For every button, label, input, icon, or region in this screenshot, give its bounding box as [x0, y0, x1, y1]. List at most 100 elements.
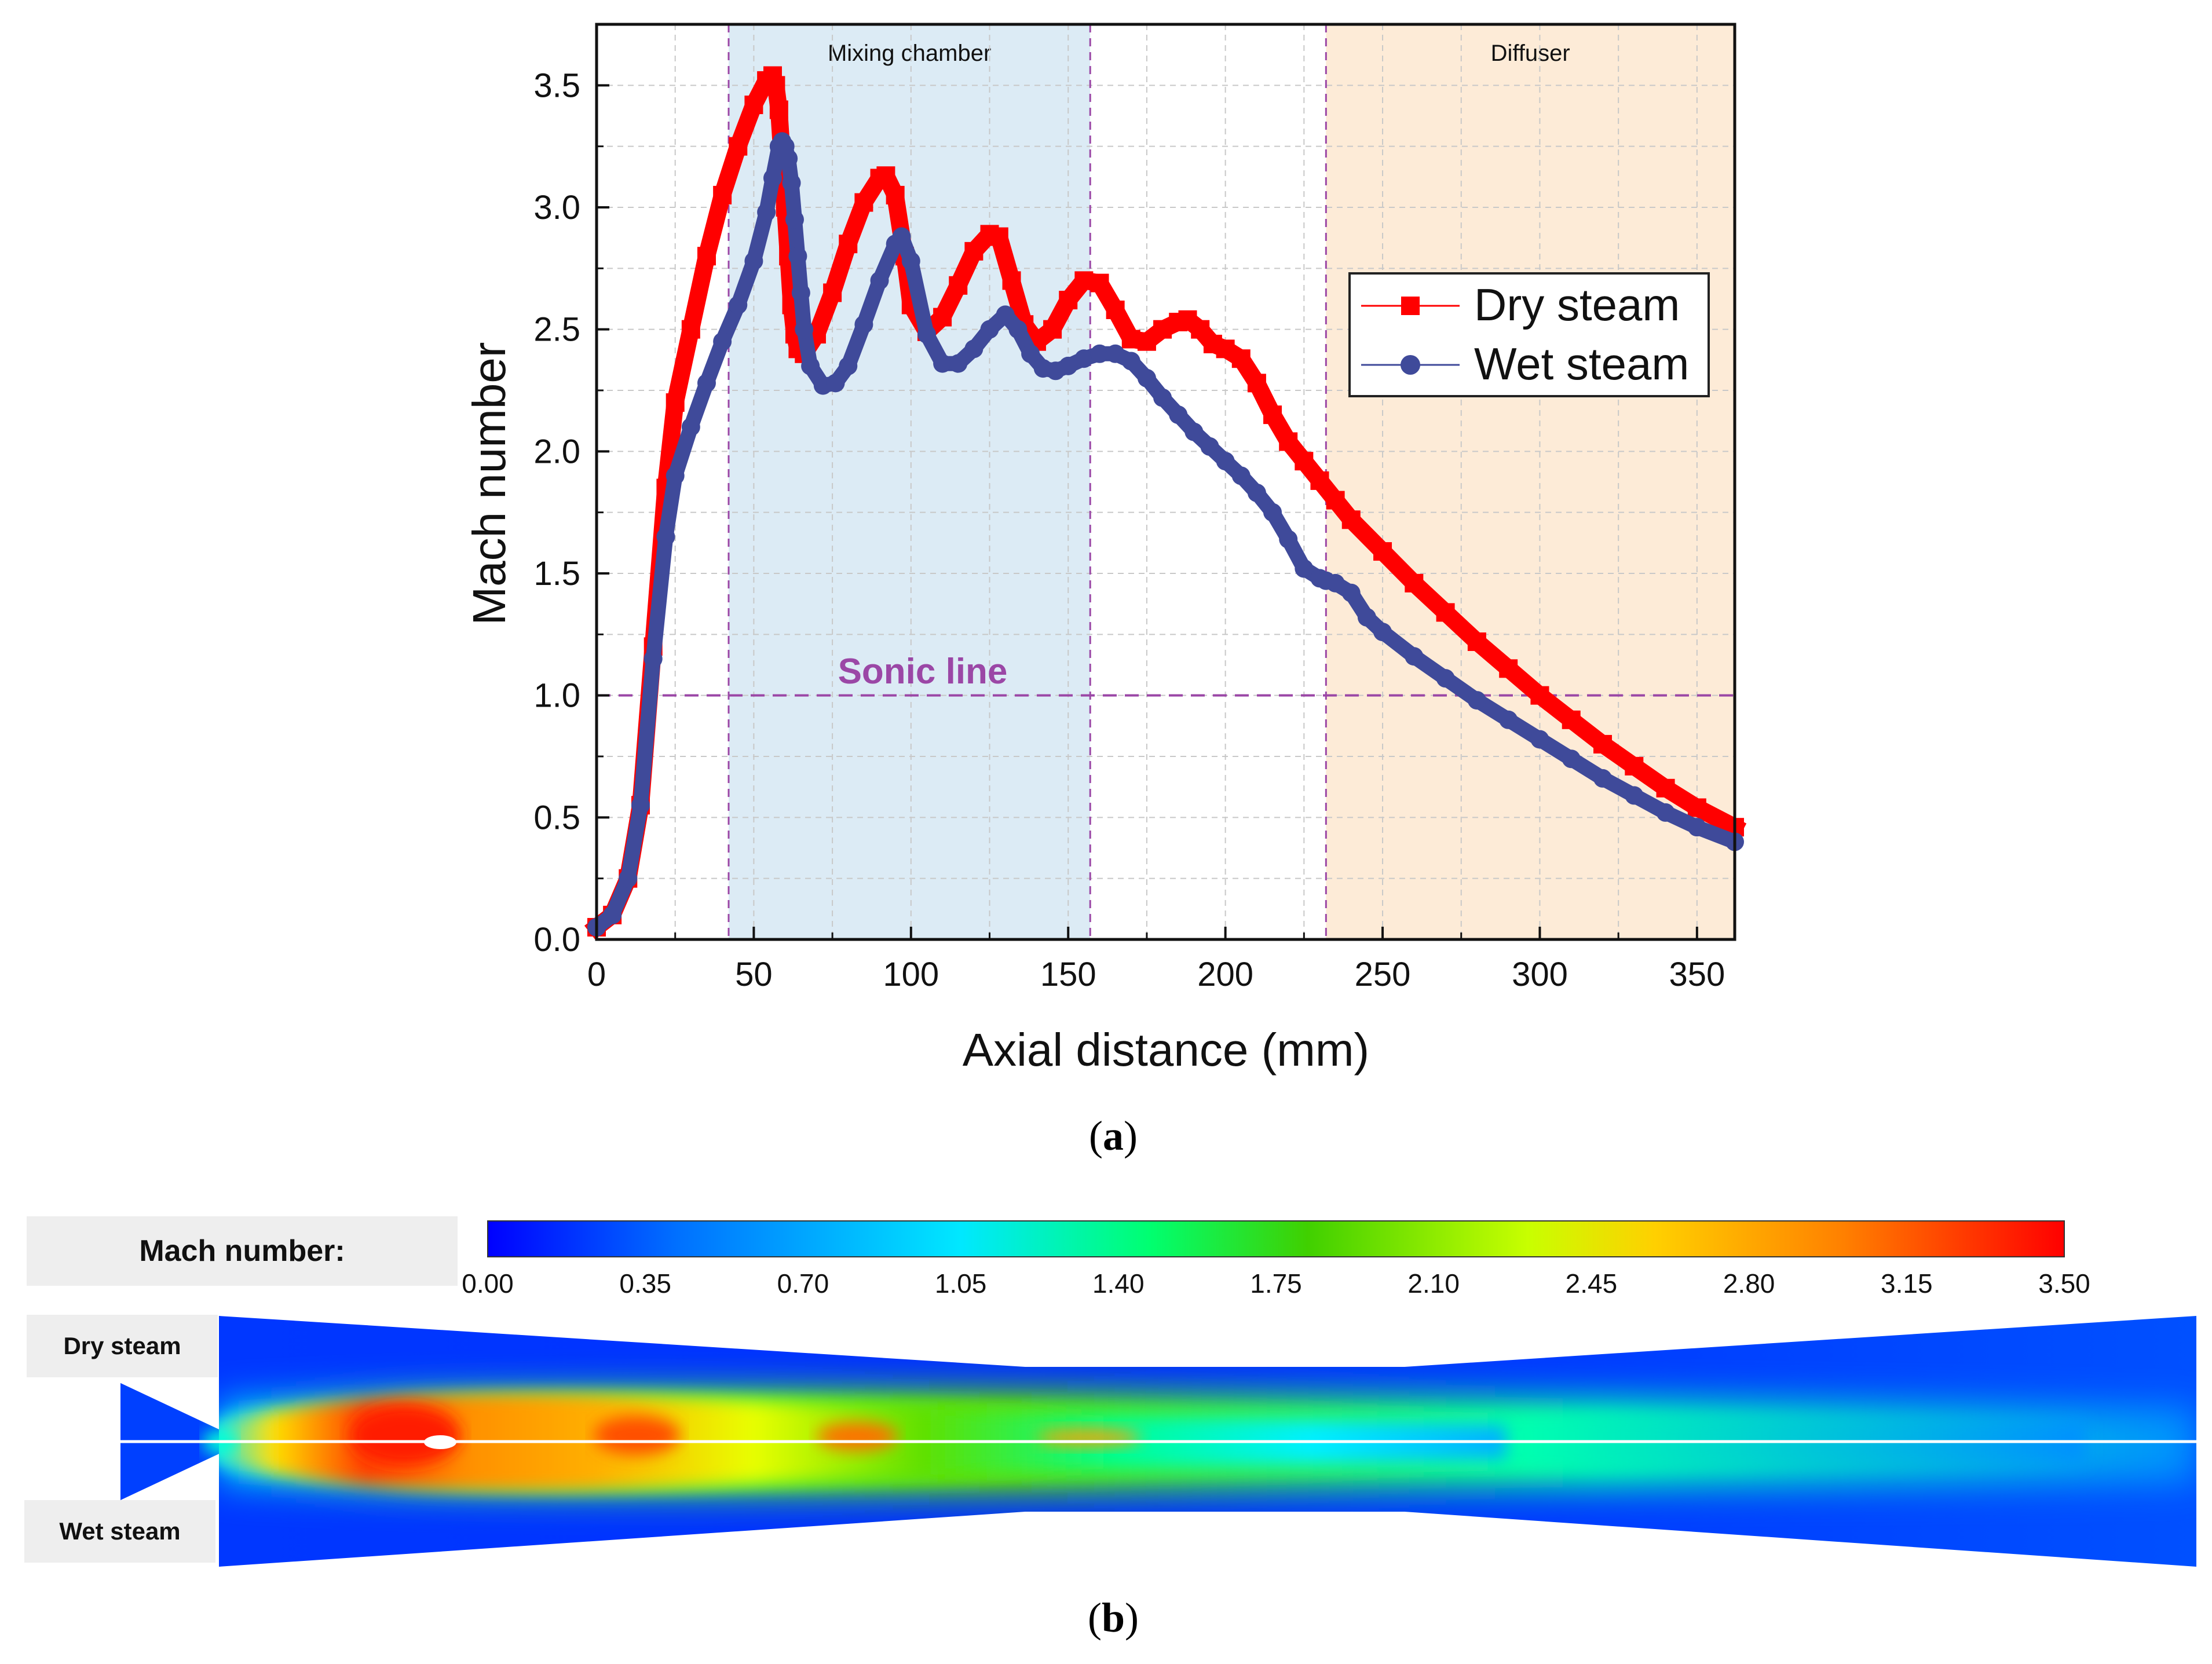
legend-marker-dry-steam [1401, 297, 1420, 315]
data-point [782, 173, 801, 192]
y-tick-label: 3.0 [533, 189, 580, 226]
colorbar-tick-label: 3.15 [1881, 1268, 1933, 1299]
x-tick-label: 250 [1355, 956, 1411, 993]
data-point [801, 356, 820, 375]
data-point [766, 76, 785, 95]
data-point [989, 227, 1008, 246]
data-point [769, 100, 788, 119]
data-point [1530, 730, 1549, 749]
colorbar-tick-label: 1.75 [1250, 1268, 1302, 1299]
dry-steam-label: Dry steam [27, 1315, 218, 1377]
y-axis-label: Mach number [463, 342, 515, 625]
data-point [1593, 734, 1613, 754]
data-point [854, 315, 873, 334]
legend-label-wet-steam: Wet steam [1474, 338, 1689, 389]
data-point [980, 320, 999, 339]
colorbar-title: Mach number: [27, 1216, 458, 1286]
data-point [697, 374, 716, 393]
y-tick-label: 3.5 [533, 67, 580, 104]
mach-line-chart: Mixing chamber Diffuser 0 50 100 150 200 250 30… [463, 23, 1747, 1076]
colorbar [487, 1220, 2065, 1257]
x-axis-label: Axial distance (mm) [963, 1024, 1369, 1076]
data-point [1405, 573, 1424, 593]
data-point [964, 242, 983, 261]
data-point [713, 332, 732, 351]
data-point [791, 283, 810, 302]
data-point [1625, 786, 1644, 805]
x-tick-label: 300 [1512, 956, 1568, 993]
data-point [933, 308, 952, 327]
colorbar-tick-label: 0.35 [619, 1268, 671, 1299]
caption-b-letter: b [1101, 1594, 1125, 1641]
data-point [1326, 573, 1345, 593]
data-point [757, 203, 776, 222]
caption-a-letter: a [1103, 1113, 1124, 1159]
mach-contour-panel: 0.00 0.35 0.70 1.05 1.40 1.75 2.10 2.45 2.80 3.15… [120, 1220, 2196, 1567]
data-point [964, 339, 983, 359]
data-point [996, 305, 1015, 324]
data-point [1059, 291, 1078, 310]
data-point [788, 247, 807, 266]
x-tick-label: 200 [1197, 956, 1253, 993]
data-point [619, 869, 638, 888]
y-tick-label: 0.5 [533, 799, 580, 836]
data-point [917, 325, 936, 344]
data-point [870, 271, 889, 290]
colorbar-tick-label: 1.05 [935, 1268, 987, 1299]
data-point [1687, 818, 1706, 837]
data-point [1137, 332, 1156, 351]
data-point [1341, 510, 1361, 529]
data-point [1231, 466, 1251, 485]
data-point [1121, 352, 1140, 371]
data-point [656, 527, 675, 546]
colorbar-tick-label: 0.70 [777, 1268, 829, 1299]
data-point [1074, 271, 1094, 290]
data-point [1357, 608, 1376, 627]
data-point [933, 354, 952, 373]
wet-steam-label: Wet steam [24, 1500, 215, 1563]
x-tick-label: 100 [883, 956, 939, 993]
data-point [666, 466, 685, 485]
data-point [1106, 300, 1125, 319]
data-point [1341, 583, 1361, 602]
data-point [1373, 623, 1392, 642]
colorbar-tick-label: 3.50 [2038, 1268, 2090, 1299]
data-point [1043, 320, 1062, 339]
colorbar-tick-label: 2.80 [1723, 1268, 1775, 1299]
chart-legend: Dry steam Wet steam [1348, 272, 1710, 397]
data-point [1263, 503, 1282, 522]
data-point [1247, 374, 1266, 393]
legend-label-dry-steam: Dry steam [1474, 279, 1680, 330]
data-point [1153, 320, 1172, 339]
data-point [1530, 686, 1549, 705]
colorbar-tick-label: 2.10 [1407, 1268, 1460, 1299]
data-point [1295, 559, 1314, 578]
data-point [1687, 798, 1706, 817]
data-point [1562, 749, 1581, 769]
x-tick-label: 150 [1040, 956, 1096, 993]
data-point [823, 283, 842, 302]
x-tick-label: 50 [735, 956, 773, 993]
data-point [1200, 437, 1219, 456]
data-point [1656, 803, 1675, 822]
data-point [1059, 356, 1078, 375]
data-point [729, 295, 748, 314]
data-point [744, 251, 763, 270]
data-point [744, 96, 763, 115]
data-point [1074, 349, 1094, 368]
data-point [1279, 530, 1298, 549]
legend-marker-wet-steam [1401, 355, 1420, 375]
data-point [854, 193, 873, 212]
data-point [681, 320, 700, 339]
data-point [1247, 483, 1266, 502]
data-point [697, 247, 716, 266]
data-point [839, 356, 858, 375]
data-point [826, 374, 845, 393]
data-point [1279, 432, 1298, 451]
data-point [949, 354, 968, 373]
data-point [1310, 471, 1329, 490]
data-point [1106, 344, 1125, 363]
dry-steam-label-text: Dry steam [63, 1332, 181, 1359]
y-tick-label: 0.0 [533, 921, 580, 959]
colorbar-tick-label: 1.40 [1092, 1268, 1145, 1299]
